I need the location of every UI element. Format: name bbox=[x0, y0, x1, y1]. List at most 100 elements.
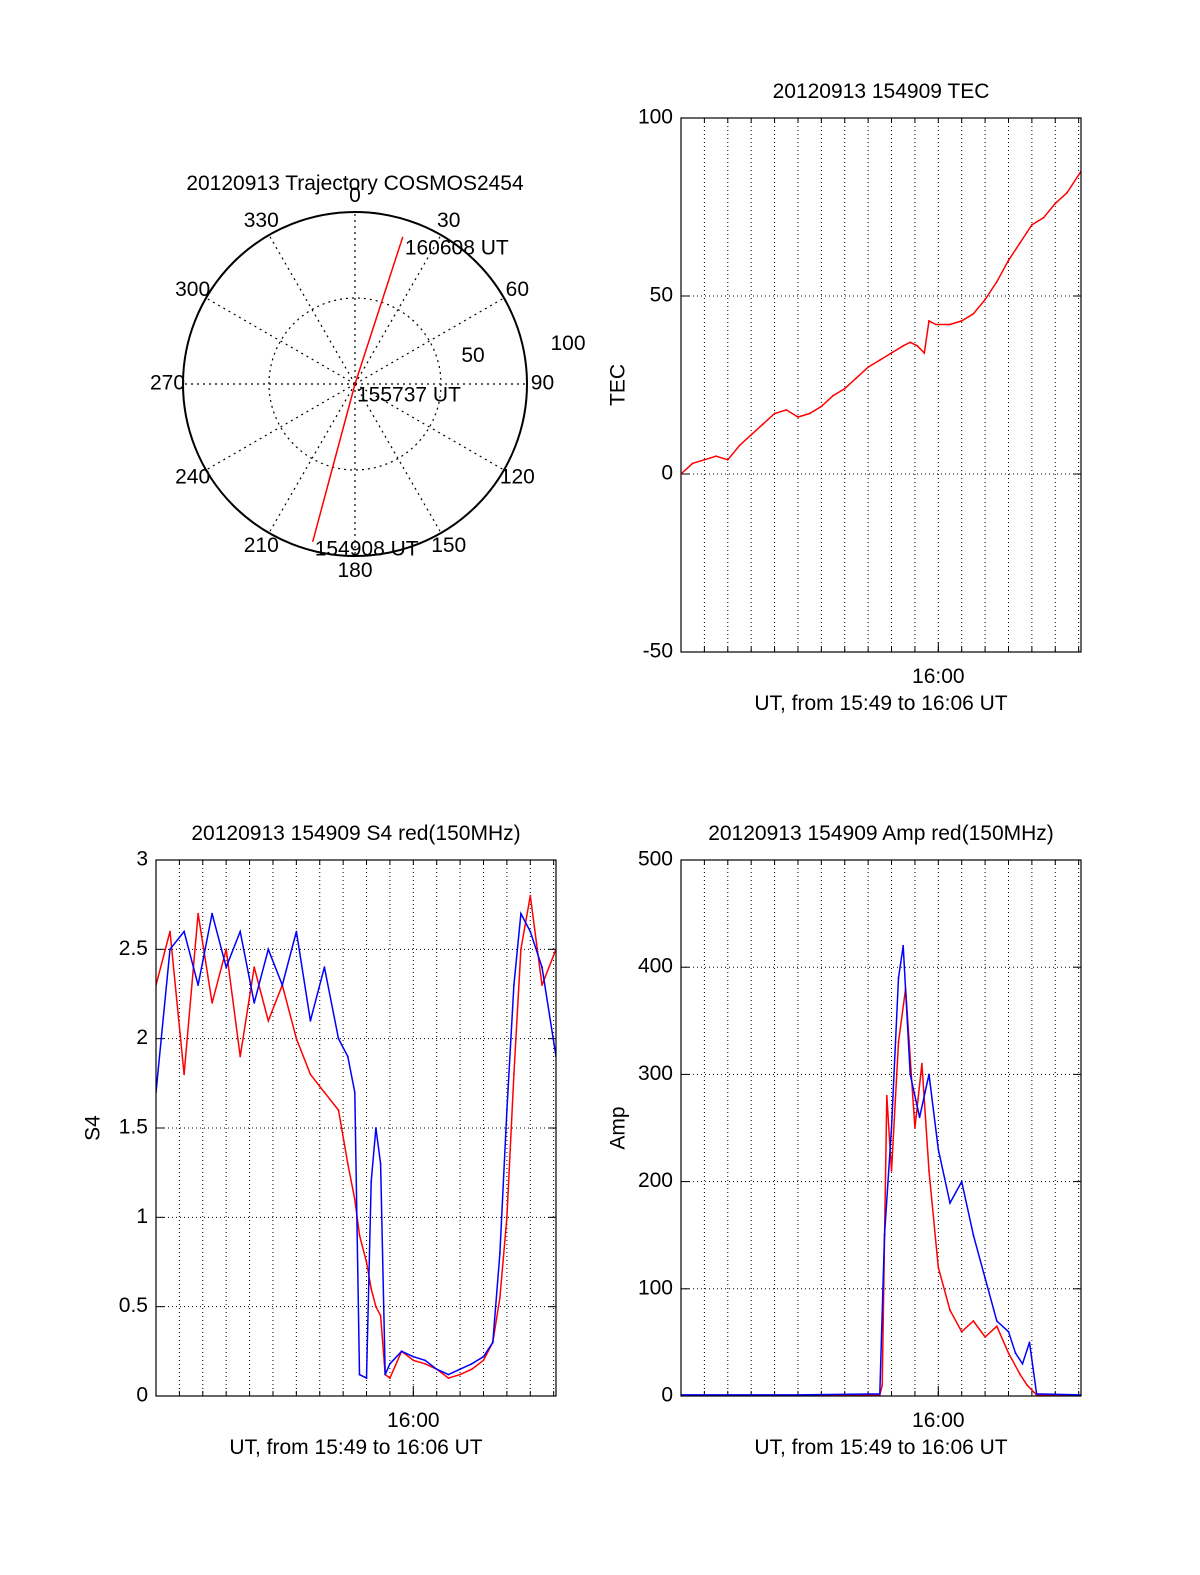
angle-tick-label: 210 bbox=[244, 534, 279, 557]
data-point bbox=[937, 1266, 940, 1269]
polar-outer-circle bbox=[182, 211, 528, 557]
data-point bbox=[921, 1062, 923, 1065]
polar-spoke bbox=[205, 297, 356, 385]
data-point bbox=[541, 966, 543, 969]
y-tick-label: 2 bbox=[136, 1026, 148, 1049]
data-point bbox=[253, 1002, 256, 1004]
data-point bbox=[267, 948, 270, 951]
data-point bbox=[928, 1073, 930, 1076]
chart-title: 20120913 154909 Amp red(150MHz) bbox=[708, 822, 1054, 845]
data-point bbox=[916, 344, 919, 347]
data-point bbox=[750, 433, 753, 436]
data-point bbox=[424, 1359, 426, 1362]
data-point bbox=[972, 1320, 975, 1322]
data-point bbox=[1007, 1352, 1010, 1354]
data-point bbox=[239, 1055, 242, 1058]
data-point bbox=[949, 1309, 951, 1312]
data-point bbox=[375, 1305, 377, 1308]
y-tick-label: 100 bbox=[638, 1276, 673, 1299]
data-point bbox=[820, 405, 823, 408]
data-point bbox=[435, 1368, 438, 1371]
angle-tick-label: 120 bbox=[500, 465, 535, 488]
plot-frame bbox=[680, 117, 1082, 653]
data-point bbox=[365, 1261, 368, 1263]
data-point bbox=[918, 1116, 921, 1119]
data-point bbox=[447, 1373, 450, 1376]
data-point bbox=[972, 312, 975, 315]
data-point bbox=[995, 1325, 998, 1328]
data-point bbox=[365, 1377, 368, 1379]
data-point bbox=[885, 1094, 888, 1097]
polar-spoke bbox=[354, 297, 505, 385]
data-point bbox=[506, 1109, 508, 1111]
data-point bbox=[902, 944, 905, 947]
y-tick-label: 500 bbox=[638, 848, 673, 871]
data-point bbox=[197, 984, 200, 986]
chart-title: 20120913 154909 TEC bbox=[773, 80, 990, 103]
angle-tick-label: 330 bbox=[244, 209, 279, 232]
data-point bbox=[960, 1180, 963, 1183]
data-point bbox=[513, 1073, 515, 1076]
x-axis-label: UT, from 15:49 to 16:06 UT bbox=[754, 692, 1007, 715]
angle-tick-label: 60 bbox=[506, 278, 529, 301]
data-point bbox=[459, 1373, 461, 1376]
data-point bbox=[295, 1037, 298, 1040]
data-point bbox=[1066, 191, 1068, 194]
data-point bbox=[337, 1037, 340, 1040]
data-point bbox=[520, 912, 522, 915]
data-point bbox=[379, 1314, 382, 1317]
x-tick-label: 16:00 bbox=[912, 1409, 965, 1432]
data-point bbox=[726, 458, 729, 461]
data-point bbox=[375, 1127, 377, 1129]
trajectory-time-label: 155737 UT bbox=[357, 384, 461, 407]
data-point bbox=[890, 1127, 893, 1129]
data-point bbox=[309, 1073, 312, 1076]
data-point bbox=[346, 1055, 349, 1058]
data-point bbox=[424, 1362, 426, 1365]
trajectory-time-label: 154908 UT bbox=[315, 537, 419, 560]
data-point bbox=[506, 1216, 508, 1219]
y-tick-label: 100 bbox=[638, 106, 673, 129]
data-point bbox=[960, 1330, 963, 1333]
data-point bbox=[309, 1019, 312, 1022]
data-point bbox=[412, 1355, 415, 1358]
data-point bbox=[239, 930, 242, 933]
data-point bbox=[183, 1073, 186, 1076]
data-point bbox=[459, 1368, 461, 1371]
data-point bbox=[482, 1355, 485, 1358]
data-point bbox=[211, 912, 214, 915]
data-point bbox=[1054, 202, 1057, 205]
data-point bbox=[253, 966, 256, 969]
data-point bbox=[520, 948, 522, 951]
data-point bbox=[949, 1202, 951, 1204]
angle-tick-label: 240 bbox=[175, 465, 210, 488]
polar-spoke bbox=[205, 383, 356, 471]
data-point bbox=[691, 462, 694, 465]
data-point bbox=[995, 280, 998, 283]
y-axis-label: TEC bbox=[607, 364, 630, 406]
data-point bbox=[370, 1287, 373, 1290]
data-point bbox=[358, 1373, 361, 1376]
data-point bbox=[984, 1277, 986, 1279]
data-point bbox=[225, 966, 228, 969]
y-tick-label: 50 bbox=[650, 284, 673, 307]
data-point bbox=[867, 366, 869, 369]
angle-tick-label: 180 bbox=[337, 559, 372, 582]
data-point bbox=[225, 948, 228, 951]
data-point bbox=[878, 1393, 881, 1395]
y-tick-label: 0.5 bbox=[119, 1294, 148, 1317]
data-point bbox=[995, 1320, 998, 1322]
line-chart-3: 20120913 154909 Amp red(150MHz) 0 100 200 30… bbox=[607, 822, 1082, 1459]
plot-frame bbox=[155, 859, 557, 1397]
angle-tick-label: 300 bbox=[175, 278, 210, 301]
data-point bbox=[1021, 1362, 1024, 1365]
data-point bbox=[370, 1180, 373, 1183]
data-point bbox=[529, 930, 532, 933]
line-chart-2: 20120913 154909 S4 red(150MHz) 0 0.5 1 1.5 2 2… bbox=[82, 822, 557, 1459]
data-point bbox=[295, 930, 298, 933]
y-tick-label: 0 bbox=[661, 462, 673, 485]
data-point bbox=[1007, 259, 1010, 262]
data-point bbox=[909, 1073, 912, 1076]
series-line bbox=[681, 945, 1081, 1396]
data-point bbox=[323, 966, 326, 969]
